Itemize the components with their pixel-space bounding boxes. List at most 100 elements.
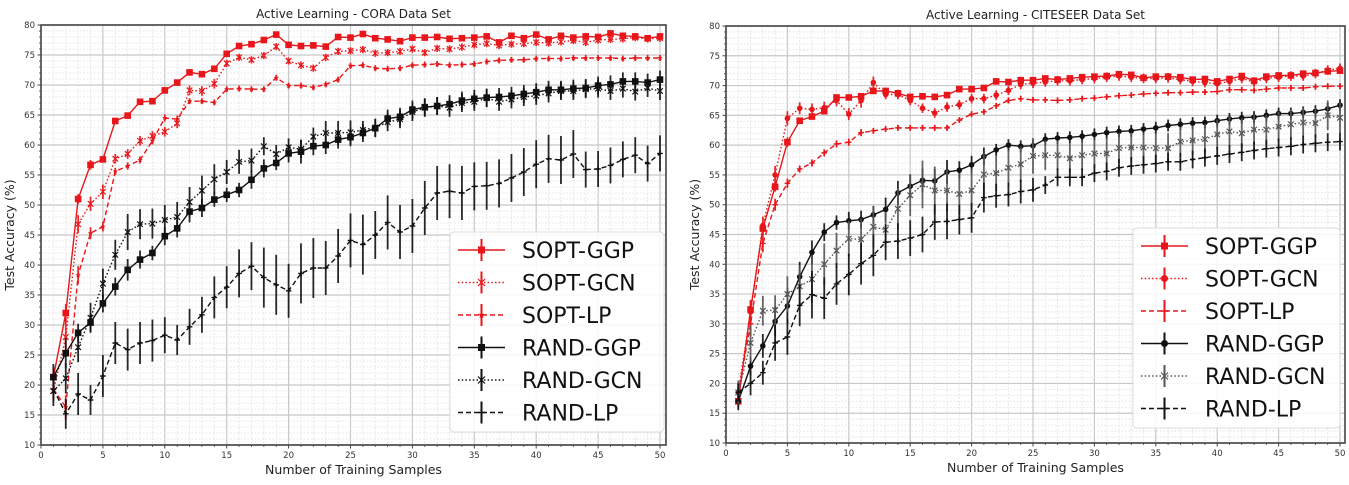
marker-plus	[1324, 83, 1331, 89]
marker-x	[607, 87, 614, 95]
marker-plus	[335, 253, 341, 259]
marker-circle	[833, 97, 840, 104]
marker-square	[248, 176, 255, 184]
marker-square	[235, 186, 243, 194]
marker-plus	[409, 223, 416, 229]
marker-plus	[1251, 147, 1257, 154]
marker-star	[478, 311, 485, 318]
marker-x	[62, 375, 69, 382]
marker-square	[870, 87, 877, 95]
marker-square	[149, 249, 156, 257]
marker-x	[495, 98, 503, 106]
legend-item: RAND-GCN	[458, 369, 642, 394]
y-tick-label: 80	[24, 21, 35, 31]
marker-x	[1299, 119, 1307, 126]
marker-star	[236, 85, 242, 91]
marker-x	[1189, 137, 1196, 144]
marker-circle	[1079, 76, 1085, 83]
marker-circle	[1337, 65, 1343, 72]
legend-label: RAND-GGP	[522, 337, 641, 362]
marker-plus	[582, 166, 589, 173]
marker-x	[74, 343, 82, 351]
marker-x	[248, 56, 255, 64]
marker-x	[747, 339, 754, 347]
marker-star	[409, 62, 416, 68]
marker-square	[371, 34, 379, 42]
marker-x	[211, 175, 218, 183]
marker-x	[161, 216, 169, 224]
marker-star	[446, 62, 453, 68]
x-tick-label: 35	[1150, 449, 1161, 459]
marker-plus	[1042, 182, 1049, 188]
marker-plus	[1288, 85, 1294, 91]
marker-star	[149, 138, 156, 144]
x-tick-label: 40	[1212, 449, 1223, 459]
marker-circle	[1161, 340, 1168, 347]
marker-circle	[956, 167, 963, 173]
marker-x	[235, 54, 243, 61]
marker-plus	[1275, 85, 1282, 91]
marker-plus	[1177, 89, 1184, 96]
marker-square	[161, 87, 169, 94]
marker-plus	[1140, 162, 1147, 168]
y-axis-label: Test Accuracy (%)	[687, 179, 702, 291]
marker-circle	[858, 97, 864, 104]
marker-x	[557, 87, 565, 95]
marker-plus	[1263, 86, 1270, 92]
marker-square	[532, 31, 540, 38]
marker-x	[1152, 144, 1160, 152]
legend-item: SOPT-GCN	[1141, 267, 1319, 293]
marker-x	[894, 205, 902, 213]
legend-item: RAND-GGP	[1141, 332, 1324, 358]
marker-star	[583, 55, 589, 61]
marker-star	[100, 223, 106, 229]
marker-x	[520, 93, 528, 101]
y-tick-label: 80	[709, 22, 720, 32]
marker-star	[496, 57, 502, 63]
marker-x	[347, 47, 354, 55]
marker-x	[1066, 155, 1074, 162]
marker-square	[384, 36, 391, 43]
marker-circle	[993, 92, 999, 98]
x-tick-label: 15	[221, 451, 232, 461]
marker-x	[1160, 372, 1169, 380]
marker-x	[433, 45, 441, 52]
marker-x	[545, 90, 552, 97]
marker-circle	[1091, 131, 1098, 138]
marker-circle	[833, 219, 840, 226]
marker-plus	[1202, 89, 1208, 95]
marker-plus	[478, 409, 485, 416]
marker-plus	[858, 129, 864, 136]
marker-circle	[1238, 114, 1245, 121]
marker-x	[1275, 123, 1282, 130]
marker-x	[285, 144, 292, 151]
marker-plus	[112, 340, 119, 346]
marker-square	[124, 266, 131, 274]
marker-x	[1078, 152, 1086, 159]
marker-x	[759, 307, 767, 314]
x-tick-label: 50	[1335, 449, 1346, 459]
marker-circle	[1140, 75, 1147, 82]
marker-plus	[1103, 168, 1110, 175]
marker-plus	[149, 337, 156, 344]
marker-x	[956, 190, 963, 198]
marker-x	[334, 48, 342, 55]
marker-x	[173, 120, 181, 127]
marker-circle	[1054, 78, 1061, 84]
marker-square	[396, 37, 404, 45]
y-tick-label: 70	[709, 82, 720, 92]
x-axis-label: Number of Training Samples	[265, 462, 442, 477]
marker-square	[508, 32, 515, 40]
marker-circle	[1116, 73, 1122, 79]
marker-star	[360, 62, 366, 68]
marker-x	[1336, 114, 1344, 121]
marker-plus	[174, 337, 180, 343]
marker-plus	[821, 150, 828, 156]
marker-square	[211, 196, 218, 203]
marker-x	[1263, 126, 1270, 133]
marker-x	[99, 188, 107, 196]
marker-plus	[870, 128, 877, 134]
marker-plus	[434, 190, 440, 196]
marker-plus	[261, 274, 267, 281]
